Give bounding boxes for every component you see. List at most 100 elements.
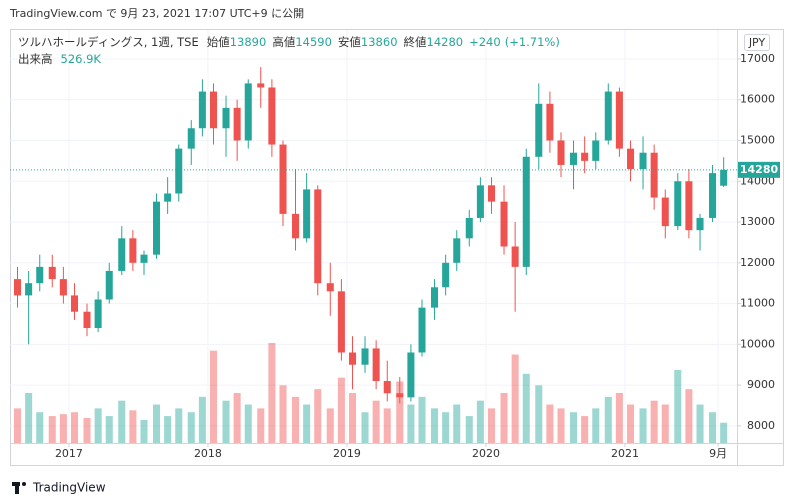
- candle-body: [348, 352, 357, 365]
- x-tick-label: 2017: [55, 447, 83, 460]
- candle-body: [535, 103, 543, 157]
- close-label: 終値: [404, 35, 427, 49]
- volume-bar: [372, 400, 380, 443]
- currency-box: [744, 34, 770, 51]
- volume-bar: [175, 408, 183, 443]
- x-tick-label: 2021: [611, 447, 639, 460]
- candle-body: [48, 266, 56, 280]
- candle-body: [639, 152, 647, 170]
- candle-body: [209, 91, 218, 129]
- volume-bar: [431, 408, 439, 443]
- volume-legend: 出来高 526.9K: [18, 52, 101, 66]
- volume-bar: [581, 416, 589, 443]
- volume-bar: [396, 381, 404, 443]
- y-tick-label: 15000: [740, 133, 775, 146]
- volume-bar: [487, 408, 496, 443]
- candle-body: [59, 279, 67, 296]
- candle-body: [222, 107, 230, 129]
- volume-bar: [696, 404, 704, 443]
- volume-bar: [685, 389, 693, 443]
- volume-bar: [627, 404, 635, 443]
- candle-body: [175, 148, 183, 194]
- volume-bar: [303, 404, 311, 443]
- candle-body: [604, 91, 612, 141]
- candle-body: [70, 295, 79, 312]
- candle-body: [442, 262, 450, 288]
- volume-bar: [118, 400, 126, 443]
- y-tick-label: 17000: [740, 52, 775, 65]
- volume-bar: [674, 369, 682, 443]
- open-value: 13890: [230, 35, 267, 49]
- volume-bar: [209, 350, 218, 443]
- candle-body: [650, 152, 658, 198]
- candle-body: [326, 283, 334, 292]
- open-label: 始値: [207, 35, 230, 49]
- volume-bar: [222, 400, 230, 443]
- candle-body: [511, 246, 519, 267]
- candle-body: [314, 189, 322, 284]
- volume-bar: [500, 393, 508, 443]
- candle-body: [557, 140, 565, 165]
- volume-bar: [476, 400, 484, 443]
- change: +240: [469, 35, 501, 49]
- candle-body: [361, 348, 369, 365]
- y-tick-label: 10000: [740, 337, 775, 350]
- y-tick-label: 9000: [747, 378, 775, 391]
- volume-bar: [13, 408, 22, 443]
- y-tick-label: 8000: [747, 419, 775, 432]
- x-tick-label: 2018: [194, 447, 222, 460]
- volume-bar: [442, 412, 450, 443]
- candle-body: [279, 144, 287, 214]
- candle-body: [522, 156, 530, 267]
- high-value: 14590: [295, 35, 332, 49]
- close-value: 14280: [427, 35, 464, 49]
- volume-bar: [546, 404, 554, 443]
- volume-bar: [164, 416, 172, 443]
- candle-body: [696, 217, 704, 231]
- candle-body: [140, 254, 148, 263]
- x-tick-label: 2020: [472, 447, 500, 460]
- legend-line: ツルハホールディングス, 1週, TSE 始値13890 高値14590 安値1386…: [18, 35, 560, 49]
- candle-body: [118, 238, 126, 271]
- candle-body: [244, 83, 252, 141]
- candle-body: [581, 152, 589, 161]
- volume-bar: [83, 418, 91, 443]
- volume-bar: [25, 393, 33, 443]
- candle-body: [465, 217, 473, 239]
- volume-value: 526.9K: [61, 52, 102, 66]
- volume-bar: [268, 343, 276, 443]
- candle-body: [198, 91, 206, 129]
- volume-bar: [70, 412, 79, 443]
- volume-bar: [48, 416, 56, 443]
- candle-body: [83, 311, 91, 329]
- candle-body: [661, 197, 669, 227]
- published-note: TradingView.com で 9月 23, 2021 17:07 UTC+…: [9, 7, 304, 20]
- chart-frame: [10, 29, 784, 466]
- volume-bar: [314, 389, 322, 443]
- y-tick-label: 16000: [740, 93, 775, 106]
- brand: TradingView: [12, 481, 106, 495]
- candle-body: [36, 266, 44, 284]
- volume-bar: [152, 404, 161, 443]
- candle-body: [431, 287, 439, 308]
- brand-name: TradingView: [32, 481, 106, 495]
- volume-bar: [140, 419, 148, 443]
- volume-bar: [233, 393, 241, 443]
- volume-bar: [94, 408, 102, 443]
- volume-bar: [348, 393, 357, 443]
- candle-body: [383, 381, 391, 394]
- y-tick-label: 13000: [740, 215, 775, 228]
- plot: 8000900010000110001200013000140001500016…: [10, 30, 780, 460]
- volume-bar: [418, 396, 426, 443]
- candle-body: [592, 140, 600, 161]
- candle-body: [164, 193, 172, 202]
- volume-bar: [511, 354, 519, 443]
- volume-bar: [407, 404, 415, 443]
- volume-bar: [361, 412, 369, 443]
- volume-bar: [279, 385, 287, 443]
- volume-bar: [337, 377, 345, 443]
- volume-bar: [661, 404, 669, 443]
- last-price-label: 14280: [740, 163, 779, 176]
- high-label: 高値: [272, 35, 295, 49]
- candle-body: [709, 173, 717, 218]
